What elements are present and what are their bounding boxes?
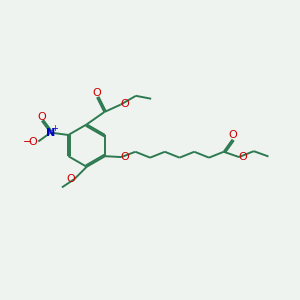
- Text: O: O: [238, 152, 247, 162]
- Text: O: O: [229, 130, 237, 140]
- Text: O: O: [66, 174, 75, 184]
- Text: O: O: [28, 137, 38, 147]
- Text: O: O: [92, 88, 101, 98]
- Text: −: −: [22, 137, 32, 147]
- Text: O: O: [37, 112, 46, 122]
- Text: +: +: [51, 124, 58, 133]
- Text: O: O: [120, 99, 129, 110]
- Text: O: O: [121, 152, 130, 162]
- Text: N: N: [46, 128, 55, 138]
